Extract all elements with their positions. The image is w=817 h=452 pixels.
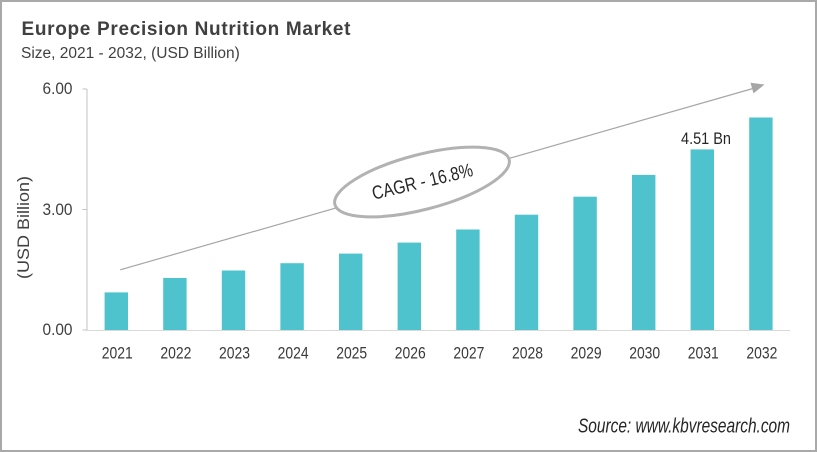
svg-text:Size, 2021 - 2032, (USD Billio: Size, 2021 - 2032, (USD Billion)	[21, 45, 240, 62]
svg-text:2027: 2027	[453, 343, 484, 362]
svg-text:6.00: 6.00	[43, 79, 73, 98]
svg-text:2026: 2026	[395, 343, 426, 362]
svg-text:2028: 2028	[512, 343, 543, 362]
svg-text:Europe Precision Nutrition Mar: Europe Precision Nutrition Market	[22, 19, 352, 40]
svg-text:2023: 2023	[219, 343, 250, 362]
svg-text:2025: 2025	[336, 343, 367, 362]
svg-text:2024: 2024	[278, 343, 309, 362]
svg-text:2029: 2029	[571, 343, 602, 362]
svg-text:2022: 2022	[160, 343, 191, 362]
svg-text:0.00: 0.00	[43, 320, 73, 339]
svg-text:Source: www.kbvresearch.com: Source: www.kbvresearch.com	[578, 415, 790, 437]
svg-text:2030: 2030	[629, 343, 660, 362]
svg-text:2031: 2031	[688, 343, 719, 362]
svg-text:2032: 2032	[746, 343, 777, 362]
svg-text:(USD Billion): (USD Billion)	[14, 176, 33, 279]
svg-text:2021: 2021	[102, 343, 133, 362]
svg-text:3.00: 3.00	[43, 200, 73, 219]
svg-text:4.51 Bn: 4.51 Bn	[681, 129, 731, 148]
